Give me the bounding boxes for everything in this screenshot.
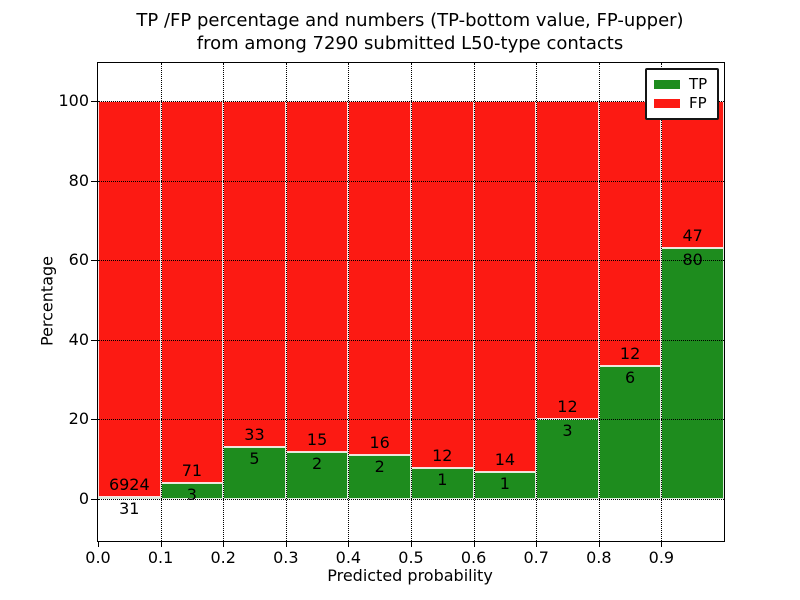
fp-count-label: 15 xyxy=(306,430,328,450)
legend-swatch-tp-icon xyxy=(654,80,680,89)
bar-tp-segment xyxy=(536,419,599,499)
fp-count-label: 12 xyxy=(432,446,453,466)
y-tick-label: 40 xyxy=(68,329,89,349)
y-tick-mark xyxy=(91,101,97,103)
bar-fp-segment xyxy=(160,101,224,483)
y-tick-label: 80 xyxy=(68,170,89,190)
tp-count-label: 1 xyxy=(499,474,510,494)
bar-tp-segment xyxy=(473,472,537,499)
x-tick-mark xyxy=(473,541,475,547)
gridline-vertical xyxy=(348,63,350,541)
gridline-vertical xyxy=(160,63,162,541)
legend-swatch-fp-icon xyxy=(654,99,680,108)
tp-count-label: 3 xyxy=(186,484,197,504)
fp-count-label: 47 xyxy=(682,226,703,246)
legend-label-fp: FP xyxy=(689,94,707,112)
x-tick-label: 0.7 xyxy=(523,548,549,567)
gridline-vertical xyxy=(223,63,225,541)
bar-fp-segment xyxy=(598,101,662,367)
x-tick-mark xyxy=(160,541,162,547)
chart-title-line2: from among 7290 submitted L50-type conta… xyxy=(196,33,624,54)
bar-tp-segment xyxy=(348,454,411,499)
y-tick-label: 100 xyxy=(58,91,89,111)
tp-count-label: 31 xyxy=(119,499,140,519)
bar-tp-segment xyxy=(661,248,724,499)
x-tick-label: 0.6 xyxy=(460,548,487,567)
chart-title: TP /FP percentage and numbers (TP-bottom… xyxy=(97,9,723,55)
legend-item-tp: TP xyxy=(654,75,710,94)
tp-count-label: 1 xyxy=(437,470,448,490)
fp-count-label: 71 xyxy=(181,460,203,480)
tp-count-label: 6 xyxy=(625,368,636,388)
bar-fp-segment xyxy=(473,101,537,473)
tp-count-label: 80 xyxy=(682,250,703,270)
bar-tp-segment xyxy=(98,497,161,499)
bar-fp-segment xyxy=(285,101,349,453)
fp-count-label: 12 xyxy=(557,397,578,417)
bar-tp-segment xyxy=(223,446,286,499)
x-tick-mark xyxy=(348,541,350,547)
bar-fp-segment xyxy=(411,101,474,469)
bar-fp-segment xyxy=(348,101,411,455)
x-tick-mark xyxy=(536,541,538,547)
x-tick-mark xyxy=(98,541,99,547)
bar-fp-segment xyxy=(98,101,161,498)
y-tick-label: 60 xyxy=(68,250,89,270)
y-tick-mark xyxy=(91,498,97,500)
tp-count-label: 3 xyxy=(562,421,573,441)
bar-fp-segment xyxy=(223,101,286,447)
gridline-vertical xyxy=(598,63,600,541)
gridline-vertical xyxy=(411,63,412,541)
y-tick-mark xyxy=(91,419,97,421)
legend: TP FP xyxy=(645,68,719,120)
bar-tp-segment xyxy=(411,468,474,499)
legend-item-fp: FP xyxy=(654,94,710,113)
x-tick-label: 0.2 xyxy=(210,548,236,567)
chart-title-line1: TP /FP percentage and numbers (TP-bottom… xyxy=(136,10,684,31)
y-tick-mark xyxy=(91,260,97,262)
x-tick-label: 0.3 xyxy=(273,548,299,567)
fp-count-label: 6924 xyxy=(108,475,150,495)
plot-area: TP FP 6924 31 71 3 33 5 15 2 16 2 12 1 14 1 12 3 12 6 47 80… xyxy=(58,62,725,567)
x-tick-label: 0.1 xyxy=(147,548,174,567)
legend-label-tp: TP xyxy=(689,75,708,93)
y-tick-label: 0 xyxy=(78,488,89,508)
x-tick-label: 0.5 xyxy=(398,548,424,567)
x-axis-label: Predicted probability xyxy=(327,566,493,585)
x-tick-label: 0.9 xyxy=(648,548,675,567)
gridline-vertical xyxy=(285,63,287,541)
gridline-vertical xyxy=(536,63,538,541)
fp-count-label: 14 xyxy=(494,450,516,470)
tp-count-label: 2 xyxy=(374,456,385,476)
x-tick-mark xyxy=(661,541,663,547)
x-tick-mark xyxy=(598,541,600,547)
fp-count-label: 16 xyxy=(369,432,390,452)
x-tick-label: 0.0 xyxy=(85,548,111,567)
bar-tp-segment xyxy=(285,452,349,499)
bar-fp-segment xyxy=(661,101,724,249)
y-tick-mark xyxy=(91,339,97,341)
x-tick-mark xyxy=(223,541,225,547)
x-tick-mark xyxy=(285,541,287,547)
fp-count-label: 12 xyxy=(619,344,641,364)
gridline-vertical xyxy=(473,63,475,541)
gridline-vertical xyxy=(661,63,663,541)
bar-tp-segment xyxy=(598,366,662,499)
fp-count-label: 33 xyxy=(244,424,265,444)
x-tick-label: 0.8 xyxy=(586,548,612,567)
y-tick-label: 20 xyxy=(68,409,89,429)
x-tick-label: 0.4 xyxy=(335,548,362,567)
y-tick-mark xyxy=(91,180,97,182)
x-tick-mark xyxy=(411,541,412,547)
tp-count-label: 5 xyxy=(249,448,260,468)
tp-count-label: 2 xyxy=(312,454,323,474)
bar-tp-segment xyxy=(160,482,224,499)
